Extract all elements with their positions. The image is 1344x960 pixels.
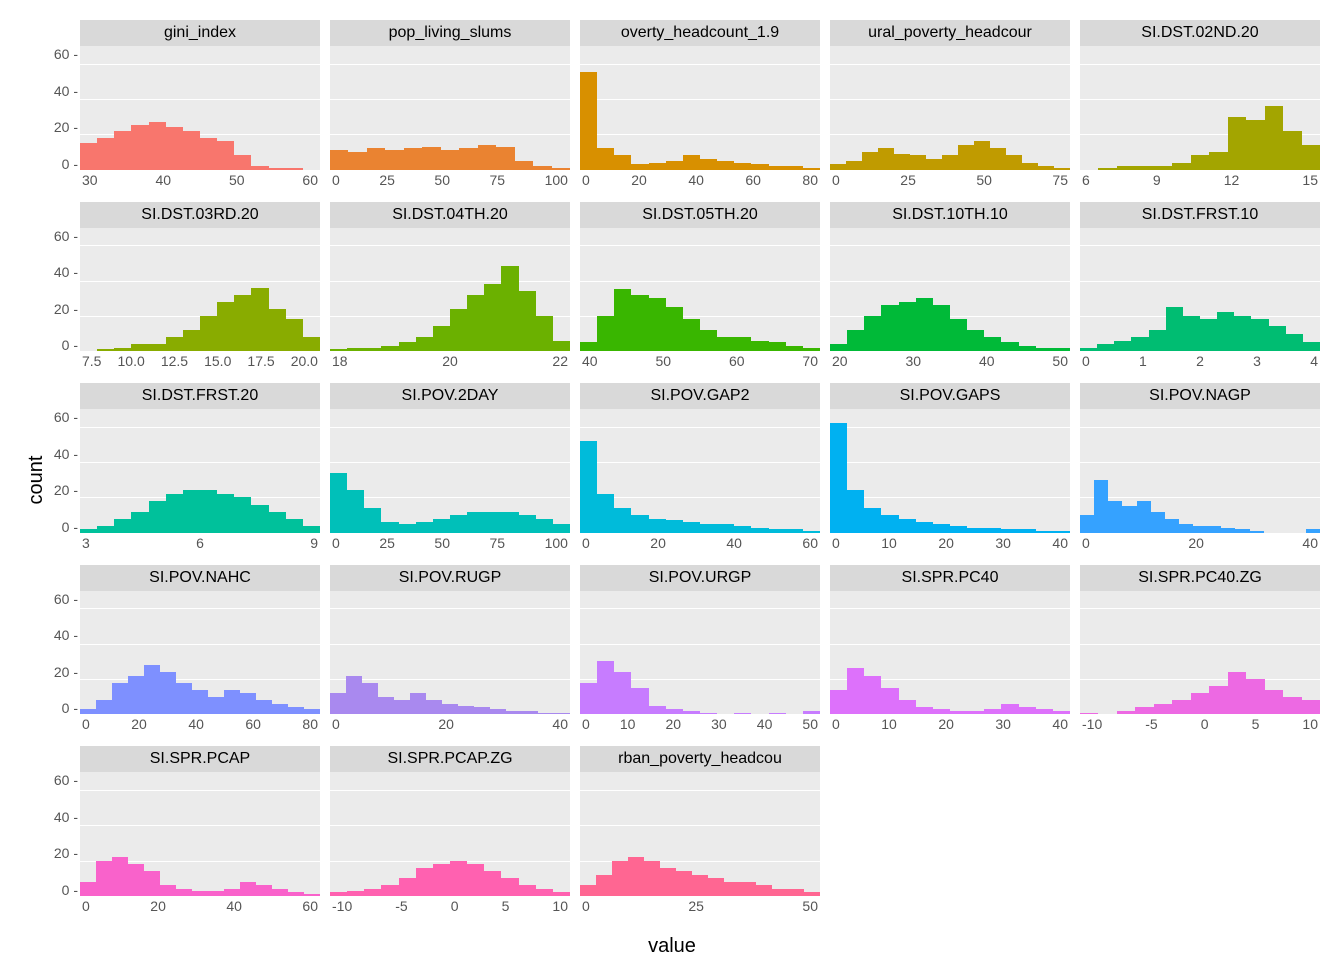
panel-plot bbox=[830, 591, 1070, 715]
x-axis-ticks: 0255075100 bbox=[330, 170, 570, 194]
panel: SI.DST.03RD.20 7.510.012.515.017.520.0 bbox=[80, 202, 320, 376]
panel-title: SI.DST.04TH.20 bbox=[330, 202, 570, 228]
panel: SI.SPR.PC40.ZG -10-50510 bbox=[1080, 565, 1320, 739]
panel-title: SI.SPR.PC40 bbox=[830, 565, 1070, 591]
panel-grid: gini_index30405060pop_living_slums025507… bbox=[80, 20, 1320, 920]
x-axis-ticks: 369 bbox=[80, 533, 320, 557]
panel-title: rban_poverty_headcou bbox=[580, 746, 820, 772]
panel-title: SI.DST.02ND.20 bbox=[1080, 20, 1320, 46]
panel: SI.POV.URGP 01020304050 bbox=[580, 565, 820, 739]
panel-plot bbox=[80, 591, 320, 715]
panel: SI.POV.NAGP 02040 bbox=[1080, 383, 1320, 557]
panel: SI.POV.RUGP 02040 bbox=[330, 565, 570, 739]
panel-title: pop_living_slums bbox=[330, 20, 570, 46]
x-axis-title: value bbox=[648, 935, 696, 958]
panel-plot bbox=[330, 409, 570, 533]
panel-plot bbox=[580, 46, 820, 170]
panel-plot bbox=[80, 46, 320, 170]
facet-histogram-grid: count value 60 -40 -20 -0 -60 -40 -20 -0… bbox=[0, 0, 1344, 960]
panel: SI.DST.FRST.10 01234 bbox=[1080, 202, 1320, 376]
panel: rban_poverty_headcou 02550 bbox=[580, 746, 820, 920]
panel-plot bbox=[330, 46, 570, 170]
panel-plot bbox=[80, 772, 320, 896]
x-axis-ticks: -10-50510 bbox=[330, 896, 570, 920]
panel: SI.DST.05TH.20 40506070 bbox=[580, 202, 820, 376]
panel-plot bbox=[830, 228, 1070, 352]
x-axis-ticks: 020406080 bbox=[80, 714, 320, 738]
panel-title: SI.DST.FRST.20 bbox=[80, 383, 320, 409]
panel: SI.SPR.PC40 010203040 bbox=[830, 565, 1070, 739]
x-axis-ticks: 02040 bbox=[330, 714, 570, 738]
panel-title: SI.SPR.PC40.ZG bbox=[1080, 565, 1320, 591]
panel: pop_living_slums 0255075100 bbox=[330, 20, 570, 194]
panel-plot bbox=[580, 772, 820, 896]
x-axis-ticks: -10-50510 bbox=[1080, 714, 1320, 738]
panel-title: SI.POV.GAP2 bbox=[580, 383, 820, 409]
panel: SI.POV.2DAY 0255075100 bbox=[330, 383, 570, 557]
x-axis-ticks: 30405060 bbox=[80, 170, 320, 194]
panel-plot bbox=[330, 591, 570, 715]
panel: SI.DST.04TH.20 182022 bbox=[330, 202, 570, 376]
panel: gini_index 30405060 bbox=[80, 20, 320, 194]
panel-title: SI.DST.10TH.10 bbox=[830, 202, 1070, 228]
panel-title: SI.POV.RUGP bbox=[330, 565, 570, 591]
panel-title: gini_index bbox=[80, 20, 320, 46]
panel-title: SI.POV.NAGP bbox=[1080, 383, 1320, 409]
panel-title: SI.DST.FRST.10 bbox=[1080, 202, 1320, 228]
x-axis-ticks: 01234 bbox=[1080, 351, 1320, 375]
panel-title: ural_poverty_headcour bbox=[830, 20, 1070, 46]
panel-plot bbox=[1080, 591, 1320, 715]
panel: overty_headcount_1.9 020406080 bbox=[580, 20, 820, 194]
panel: SI.DST.FRST.20 369 bbox=[80, 383, 320, 557]
panel-plot bbox=[1080, 409, 1320, 533]
panel-plot bbox=[580, 591, 820, 715]
x-axis-ticks: 7.510.012.515.017.520.0 bbox=[80, 351, 320, 375]
x-axis-ticks: 182022 bbox=[330, 351, 570, 375]
panel: SI.SPR.PCAP 0204060 bbox=[80, 746, 320, 920]
panel-plot bbox=[830, 409, 1070, 533]
y-axis-ticks-column: 60 -40 -20 -0 -60 -40 -20 -0 -60 -40 -20… bbox=[44, 20, 78, 920]
panel: SI.POV.GAPS 010203040 bbox=[830, 383, 1070, 557]
panel-title: SI.SPR.PCAP.ZG bbox=[330, 746, 570, 772]
panel: ural_poverty_headcour 0255075 bbox=[830, 20, 1070, 194]
panel-title: SI.DST.05TH.20 bbox=[580, 202, 820, 228]
panel-title: SI.POV.GAPS bbox=[830, 383, 1070, 409]
panel-plot bbox=[330, 772, 570, 896]
x-axis-ticks: 0204060 bbox=[580, 533, 820, 557]
x-axis-ticks: 40506070 bbox=[580, 351, 820, 375]
panel-title: SI.POV.URGP bbox=[580, 565, 820, 591]
x-axis-ticks: 0255075100 bbox=[330, 533, 570, 557]
panel: SI.DST.10TH.10 20304050 bbox=[830, 202, 1070, 376]
x-axis-ticks: 20304050 bbox=[830, 351, 1070, 375]
panel-plot bbox=[1080, 228, 1320, 352]
panel-title: overty_headcount_1.9 bbox=[580, 20, 820, 46]
panel-title: SI.SPR.PCAP bbox=[80, 746, 320, 772]
panel-title: SI.POV.2DAY bbox=[330, 383, 570, 409]
panel-plot bbox=[830, 46, 1070, 170]
x-axis-ticks: 020406080 bbox=[580, 170, 820, 194]
x-axis-ticks: 010203040 bbox=[830, 714, 1070, 738]
panel-title: SI.POV.NAHC bbox=[80, 565, 320, 591]
panel-plot bbox=[80, 228, 320, 352]
panel-plot bbox=[80, 409, 320, 533]
panel-plot bbox=[580, 409, 820, 533]
panel-plot bbox=[330, 228, 570, 352]
x-axis-ticks: 02040 bbox=[1080, 533, 1320, 557]
panel: SI.POV.NAHC 020406080 bbox=[80, 565, 320, 739]
panel-plot bbox=[1080, 46, 1320, 170]
x-axis-ticks: 0204060 bbox=[80, 896, 320, 920]
panel: SI.DST.02ND.20 691215 bbox=[1080, 20, 1320, 194]
x-axis-ticks: 691215 bbox=[1080, 170, 1320, 194]
x-axis-ticks: 0255075 bbox=[830, 170, 1070, 194]
panel-title: SI.DST.03RD.20 bbox=[80, 202, 320, 228]
panel: SI.SPR.PCAP.ZG -10-50510 bbox=[330, 746, 570, 920]
panel: SI.POV.GAP2 0204060 bbox=[580, 383, 820, 557]
x-axis-ticks: 01020304050 bbox=[580, 714, 820, 738]
x-axis-ticks: 010203040 bbox=[830, 533, 1070, 557]
panel-plot bbox=[580, 228, 820, 352]
x-axis-ticks: 02550 bbox=[580, 896, 820, 920]
